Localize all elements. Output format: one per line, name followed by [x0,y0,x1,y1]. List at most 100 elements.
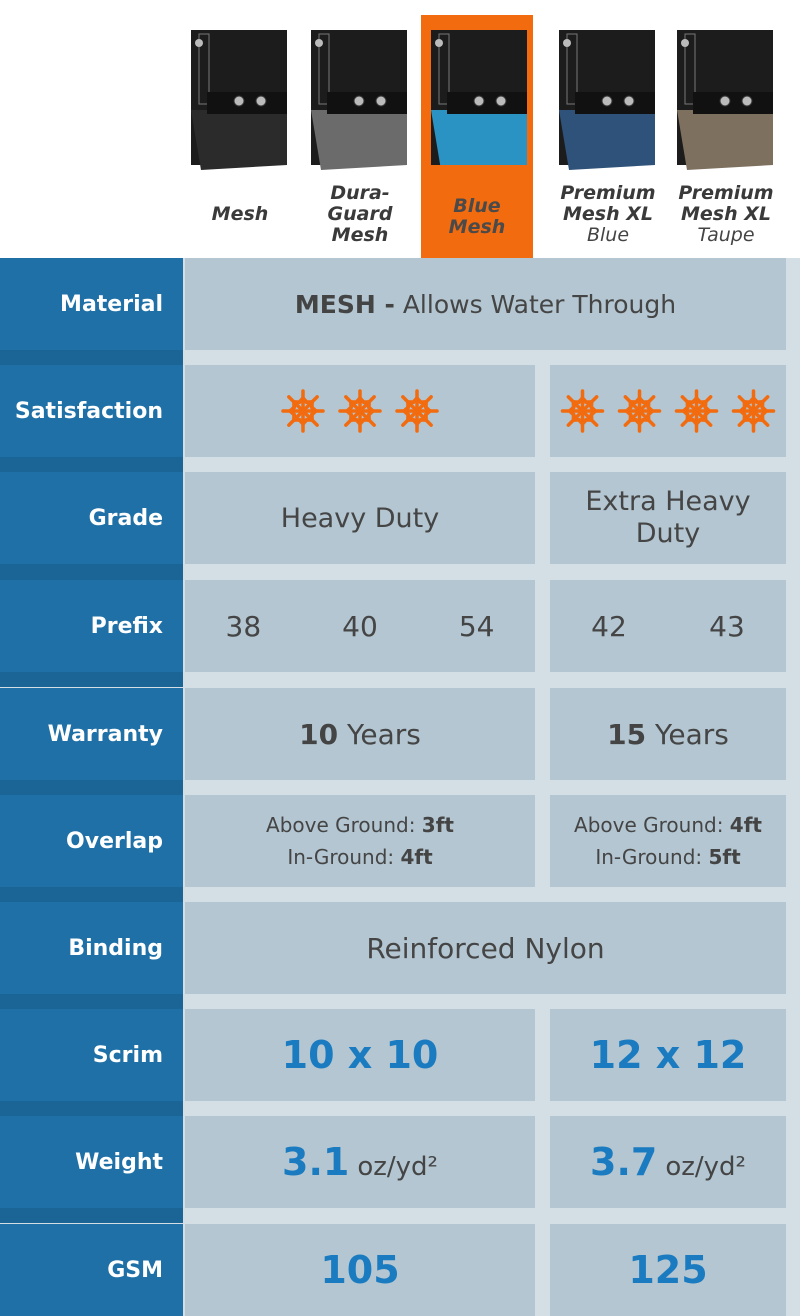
grommet [233,95,245,107]
cell: Above Ground: 4ft In-Ground: 5ft [550,795,786,887]
cell: 15 Years [550,688,786,780]
cover-mesh [431,110,527,170]
rating [560,389,776,433]
product-image [677,30,773,170]
row-label: Overlap [0,795,183,887]
cell: Reinforced Nylon [185,902,786,994]
cell [550,365,786,457]
snowflake [560,389,605,433]
cell: 3.1 oz/yd² [185,1116,535,1208]
product-selected: Blue Mesh [421,15,533,258]
warranty-number: 10 [299,717,339,751]
rating [281,389,439,433]
product: Premium Mesh XL Blue [549,0,667,258]
grommet [353,95,365,107]
product-name: Dura-Guard Mesh [327,182,393,246]
label-gap [0,887,183,902]
weight-unit: oz/yd² [665,1152,746,1182]
seam [566,33,578,105]
grommet [601,95,613,107]
cell: 12 x 12 [550,1009,786,1101]
overlap-label: In-Ground: [595,845,703,869]
prefix: 54 [458,609,495,643]
grommet [563,39,571,47]
product-name-text: Premium Mesh XL [560,182,656,225]
seam [318,33,330,105]
cover-mesh [191,110,287,170]
rating-group [560,389,776,433]
label-gap [0,457,183,472]
product-variant: Taupe [697,224,755,246]
prefix: 43 [709,609,745,643]
product-image [191,30,287,170]
grommet [719,95,731,107]
binding [693,92,773,114]
overlap-value: 3ft [421,813,454,837]
grommet [495,95,507,107]
cover-mesh [311,110,407,170]
row-label: Grade [0,472,183,564]
cell: 125 [550,1224,786,1316]
grommet [741,95,753,107]
product-variant: Blue [586,224,630,246]
prefix: 38 [225,609,262,643]
cell: Above Ground: 3ft In-Ground: 4ft [185,795,535,887]
row-label: Warranty [0,688,183,780]
product-header: Mesh Dura-Guard Mesh Blue Mesh Premium M… [0,0,800,258]
prefix: 40 [342,609,378,643]
cell: 10 x 10 [185,1009,535,1101]
warranty-unit: Years [655,717,729,751]
snowflake [617,389,662,433]
grommet [195,39,203,47]
product: Mesh [181,0,299,258]
snowflake [674,389,719,433]
label-gap [0,1208,183,1223]
rating-group [281,389,439,433]
cell: Heavy Duty [185,472,535,564]
overlap-label: Above Ground: [574,813,724,837]
row-label: GSM [0,1224,183,1316]
warranty-number: 15 [607,717,647,751]
seam [438,33,450,105]
label-gap [0,1101,183,1116]
product-image [431,30,527,170]
product-name: Premium Mesh XL Blue [549,183,667,246]
binding [575,92,655,114]
material-bold: MESH - [294,289,395,319]
row-label: Weight [0,1116,183,1208]
cell: 10 Years [185,688,535,780]
cover-mesh [677,110,773,170]
cell: Extra Heavy Duty [550,472,786,564]
snowflake [731,389,776,433]
cell [185,365,535,457]
cell: MESH - Allows Water Through [185,258,786,350]
overlap-value: 4ft [729,813,762,837]
weight-value: 3.1 [282,1140,350,1184]
overlap-label: In-Ground: [287,845,395,869]
cell: 42 43 [550,580,786,672]
product-image [311,30,407,170]
label-gap [0,564,183,580]
row-label: Prefix [0,580,183,672]
row-label: Material [0,258,183,350]
cell: 105 [185,1224,535,1316]
overlap-value: 4ft [400,845,433,869]
product-name-text: Premium Mesh XL [678,182,774,225]
product-name: Premium Mesh XL Taupe [667,183,785,246]
product-name: Blue Mesh [448,195,506,238]
cover-mesh [559,110,655,170]
product: Premium Mesh XL Taupe [667,0,785,258]
weight-value: 3.7 [590,1140,658,1184]
row-label: Satisfaction [0,365,183,457]
product-image [559,30,655,170]
product: Dura-Guard Mesh [301,0,419,258]
cell: 3.7 oz/yd² [550,1116,786,1208]
grommet [623,95,635,107]
cell: 38 40 54 [185,580,535,672]
snowflake [281,389,325,433]
prefix: 42 [591,609,627,643]
grommet [681,39,689,47]
grommet [255,95,267,107]
grommet [375,95,387,107]
